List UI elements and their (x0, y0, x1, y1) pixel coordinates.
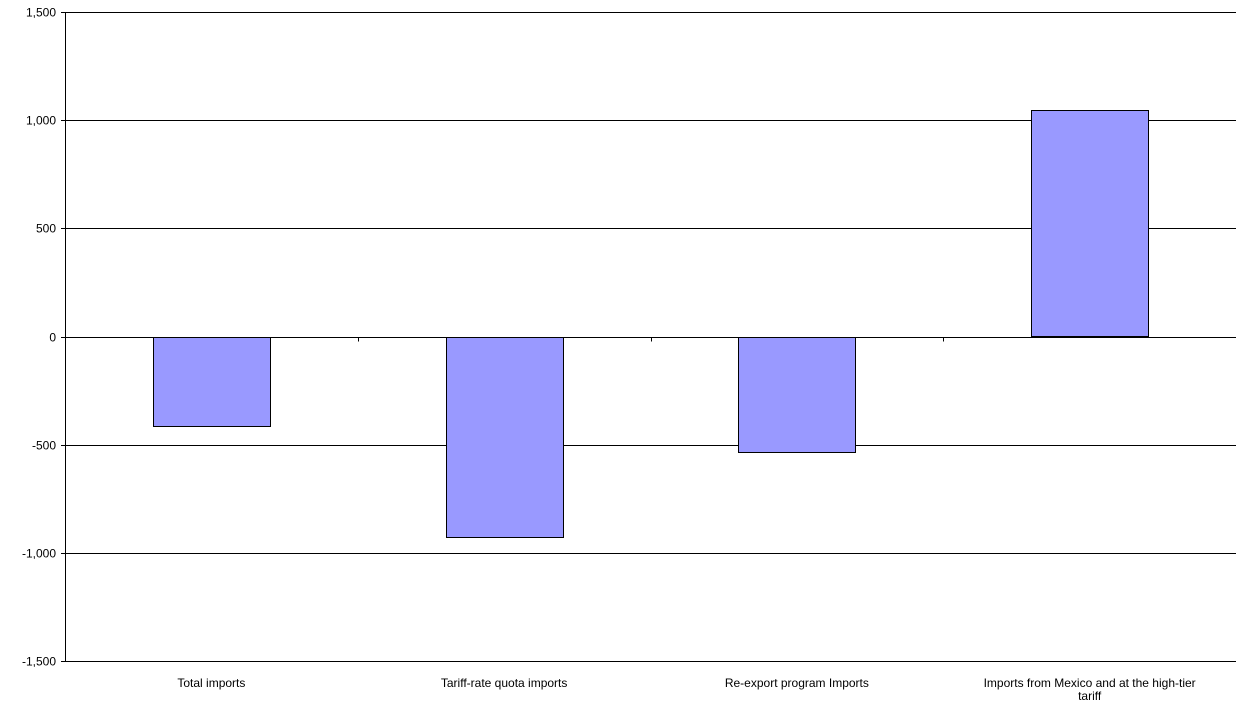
y-tick-label: 500 (36, 222, 56, 236)
x-category-label: Tariff-rate quota imports (441, 676, 568, 690)
y-tick-label: 1,500 (26, 6, 56, 20)
labels: 1,500 1,000 500 0 -500 -1,000 -1,500 Total impo… (22, 6, 1196, 704)
bar (153, 337, 271, 427)
bar (1031, 110, 1149, 337)
x-category-label: Re-export program Imports (725, 676, 869, 690)
y-tick-label: -1,500 (22, 655, 56, 669)
bars (153, 110, 1149, 538)
x-category-label: Imports from Mexico and at the high-tier… (984, 676, 1196, 703)
x-category-label: Total imports (177, 676, 245, 690)
y-tick-label: -1,000 (22, 547, 56, 561)
y-tick-label: 0 (49, 331, 56, 345)
y-tick-label: -500 (32, 439, 56, 453)
y-tick-label: 1,000 (26, 114, 56, 128)
bar (446, 337, 564, 538)
bar (738, 337, 856, 453)
axes (61, 12, 1236, 662)
